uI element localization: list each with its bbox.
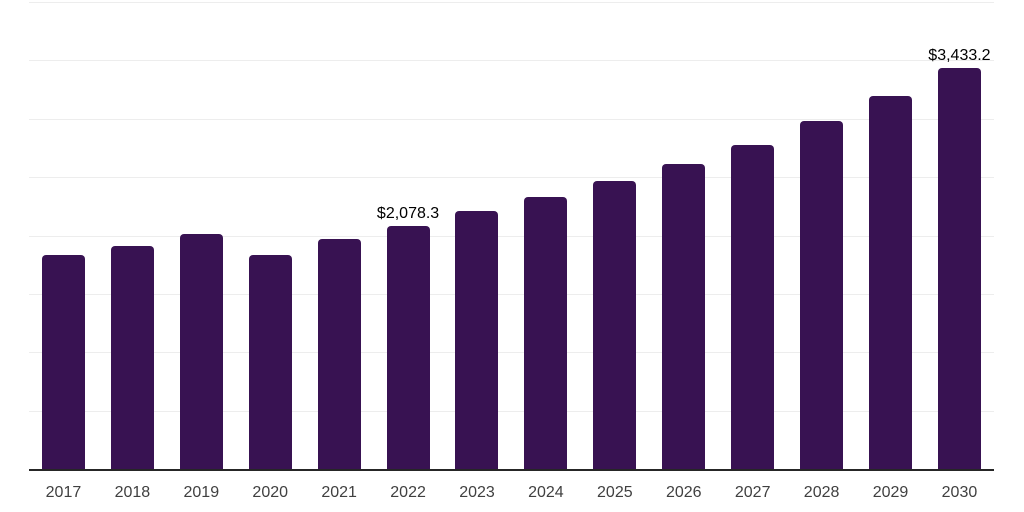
bar-slot-2023	[443, 2, 512, 469]
gridline-4000	[29, 2, 994, 3]
bar-2026	[662, 163, 706, 469]
gridline-2000	[29, 235, 994, 237]
bar-slot-2024	[511, 2, 580, 469]
gridline-2500	[29, 177, 994, 179]
x-tick-label-2017: 2017	[45, 484, 82, 501]
plot-area: $2,078.3 $3,433.2	[29, 2, 994, 469]
bar-2028	[800, 120, 844, 469]
bar-2021	[317, 239, 361, 469]
bar-slot-2029	[856, 2, 925, 469]
x-tick-label-2030: 2030	[941, 484, 978, 501]
bar-2020	[248, 255, 292, 469]
bar-2030	[937, 68, 981, 469]
x-tick-label-2029: 2029	[872, 484, 909, 501]
bar-value-label-2030: $3,433.2	[928, 47, 991, 65]
bars-container: $2,078.3 $3,433.2	[29, 2, 994, 469]
bar-slot-2019	[167, 2, 236, 469]
x-axis-line	[29, 469, 994, 471]
x-tick-label-2018: 2018	[114, 484, 151, 501]
bar-2025	[593, 181, 637, 469]
gridline-3000	[29, 118, 994, 120]
bar-value-label-2022: $2,078.3	[376, 205, 440, 223]
bar-slot-2018	[98, 2, 167, 469]
bar-2018	[110, 246, 154, 469]
x-tick-label-2025: 2025	[597, 484, 633, 501]
bar-2024	[524, 197, 568, 469]
gridline-1500	[29, 293, 994, 295]
bar-slot-2027	[718, 2, 787, 469]
x-tick-label-2020: 2020	[252, 484, 289, 501]
bar-slot-2028	[787, 2, 856, 469]
bar-2027	[731, 144, 775, 469]
x-tick-label-2026: 2026	[665, 484, 702, 501]
bar-2017	[41, 255, 85, 469]
bar-slot-2026	[649, 2, 718, 469]
x-tick-label-2019: 2019	[183, 484, 220, 501]
gridline-3500	[29, 60, 994, 62]
bar-slot-2020	[236, 2, 305, 469]
bar-2019	[179, 233, 223, 469]
bar-2029	[869, 96, 913, 469]
x-tick-label-2024: 2024	[528, 484, 564, 501]
x-tick-label-2023: 2023	[459, 484, 495, 501]
bar-2023	[455, 211, 499, 469]
bar-slot-2022: $2,078.3	[374, 2, 443, 469]
gridline-500	[29, 410, 994, 412]
x-tick-label-2027: 2027	[734, 484, 771, 501]
bar-slot-2025	[580, 2, 649, 469]
bar-slot-2030: $3,433.2	[925, 2, 994, 469]
bar-2022	[386, 226, 430, 469]
x-axis-labels: 2017 2018 2019 2020 2021 2022 2023 2024 2025 2026…	[29, 483, 994, 503]
bar-slot-2017	[29, 2, 98, 469]
x-tick-label-2028: 2028	[803, 484, 840, 501]
gridline-1000	[29, 352, 994, 354]
x-tick-label-2021: 2021	[321, 484, 357, 501]
x-tick-label-2022: 2022	[390, 484, 426, 501]
bar-slot-2021	[305, 2, 374, 469]
